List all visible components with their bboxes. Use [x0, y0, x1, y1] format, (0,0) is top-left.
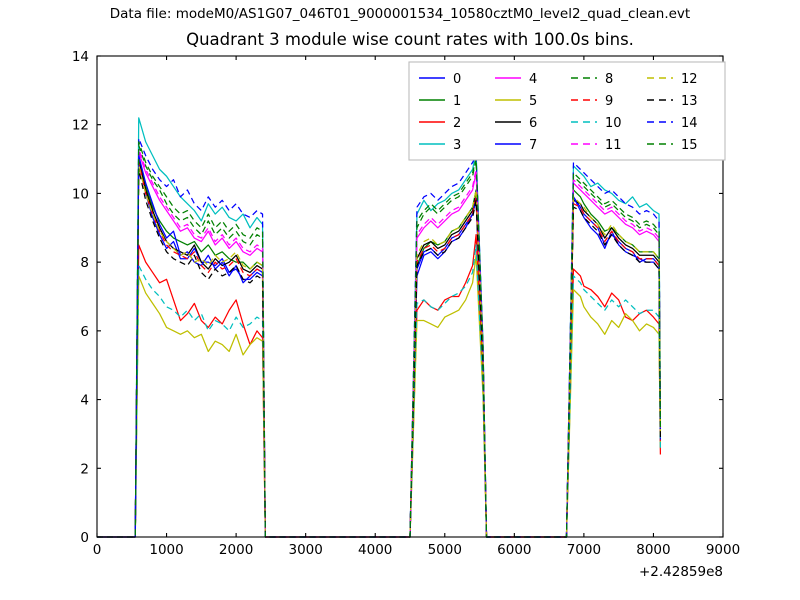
series-line-9: [97, 161, 662, 538]
legend-label-11: 11: [605, 138, 622, 153]
legend-label-14: 14: [681, 116, 698, 131]
axes-frame: [96, 55, 724, 538]
legend-label-12: 12: [681, 72, 698, 87]
series-layer: [97, 117, 662, 538]
x-tick-label: 9000: [706, 542, 740, 558]
x-tick-labels: 0 1000 2000 3000 4000 5000 6000 7000 8000 9000: [93, 542, 740, 558]
plot-title: Quadrant 3 module wise count rates with …: [186, 30, 634, 49]
series-line-6: [97, 158, 662, 538]
series-line-7: [97, 155, 662, 538]
x-tick-label: 3000: [288, 542, 322, 558]
series-line-5: [97, 254, 662, 538]
y-tick-label: 12: [72, 118, 89, 134]
x-tick-label: 5000: [428, 542, 462, 558]
x-tick-label: 0: [93, 542, 102, 558]
legend-label-0: 0: [453, 72, 461, 87]
legend-label-7: 7: [529, 138, 537, 153]
x-tick-label: 6000: [497, 542, 531, 558]
series-line-11: [97, 148, 662, 538]
legend-label-15: 15: [681, 138, 698, 153]
series-line-4: [97, 151, 662, 538]
series-line-0: [97, 155, 662, 538]
legend-label-5: 5: [529, 94, 537, 109]
legend-label-2: 2: [453, 116, 461, 131]
x-tick-label: 4000: [358, 542, 392, 558]
x-tick-label: 1000: [149, 542, 183, 558]
x-tick-label: 2000: [219, 542, 253, 558]
series-line-3: [97, 117, 662, 538]
legend-label-3: 3: [453, 138, 461, 153]
y-tick-label: 6: [80, 324, 89, 340]
series-line-14: [97, 137, 662, 538]
y-tick-label: 14: [72, 49, 89, 65]
x-offset-text: +2.42859e8: [639, 564, 723, 580]
series-line-8: [97, 144, 662, 538]
series-line-12: [97, 165, 662, 538]
legend-label-4: 4: [529, 72, 537, 87]
legend-label-9: 9: [605, 94, 613, 109]
legend-label-10: 10: [605, 116, 622, 131]
x-tick-label: 7000: [567, 542, 601, 558]
legend-label-1: 1: [453, 94, 461, 109]
y-tick-label: 2: [80, 461, 89, 477]
series-line-15: [97, 141, 662, 538]
series-line-13: [97, 168, 662, 538]
x-tick-label: 8000: [636, 542, 670, 558]
axis-ticks: [96, 55, 724, 538]
legend-label-13: 13: [681, 94, 698, 109]
y-tick-label: 10: [72, 186, 89, 202]
data-file-label: Data file: modeM0/AS1G07_046T01_90000015…: [109, 6, 691, 22]
x-axis-offset-label: +2.42859e8: [639, 564, 723, 580]
series-line-2: [97, 234, 662, 538]
legend-label-8: 8: [605, 72, 613, 87]
y-tick-label: 4: [80, 393, 89, 409]
legend-label-6: 6: [529, 116, 537, 131]
series-line-10: [97, 244, 662, 538]
y-tick-labels: 0 2 4 6 8 10 12 14: [72, 49, 89, 546]
series-line-1: [97, 158, 662, 538]
y-tick-label: 0: [80, 530, 89, 546]
y-tick-label: 8: [80, 255, 89, 271]
